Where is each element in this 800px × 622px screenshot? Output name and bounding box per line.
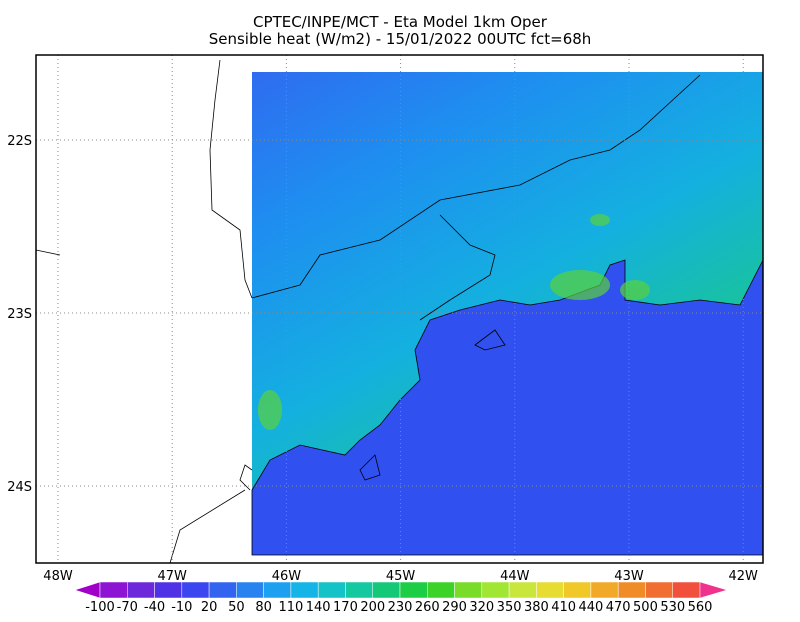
colorbar-box: [427, 581, 455, 599]
colorbar-box: [454, 581, 483, 599]
colorbar-label: 260: [415, 600, 440, 615]
colorbar-box: [208, 581, 237, 599]
colorbar-label: 560: [688, 600, 713, 615]
colorbar: -100 -70 -40 -10 20 50 80 110 140 170 200 230 260 290…: [74, 581, 728, 615]
ocean: [251, 259, 764, 556]
colorbar-label: 500: [633, 600, 658, 615]
map-frame: [35, 54, 764, 564]
lat-label: 23S: [7, 307, 32, 322]
colorbar-label: -100: [85, 600, 115, 615]
colorbar-box: [372, 581, 401, 599]
colorbar-label: 290: [442, 600, 467, 615]
colorbar-label: 380: [524, 600, 549, 615]
colorbar-arrow: [699, 581, 728, 599]
lon-label: 44W: [500, 569, 530, 584]
lat-label: 22S: [7, 134, 32, 149]
colorbar-box: [563, 581, 592, 599]
colorbar-label: -10: [171, 600, 192, 615]
colorbar-box: [317, 581, 346, 599]
title: CPTEC/INPE/MCT - Eta Model 1km Oper: [253, 13, 548, 31]
subtitle: Sensible heat (W/m2) - 15/01/2022 00UTC …: [209, 30, 592, 48]
lon-label: 48W: [43, 569, 73, 584]
colorbar-label: -70: [117, 600, 138, 615]
colorbar-label: 230: [388, 600, 413, 615]
colorbar-box: [181, 581, 210, 599]
colorbar-label: 140: [306, 600, 331, 615]
colorbar-box: [481, 581, 510, 599]
colorbar-box: [645, 581, 673, 599]
colorbar-label: 20: [201, 600, 218, 615]
graticule: [36, 55, 763, 563]
colorbar-label: 470: [606, 600, 631, 615]
colorbar-label: 170: [333, 600, 358, 615]
colorbar-box: [236, 581, 264, 599]
colorbar-label: 320: [469, 600, 494, 615]
lon-label: 42W: [728, 569, 758, 584]
lon-label: 43W: [614, 569, 644, 584]
colorbar-box: [263, 581, 292, 599]
colorbar-box: [345, 581, 373, 599]
colorbar-label: 110: [278, 600, 303, 615]
colorbar-box: [399, 581, 428, 599]
colorbar-box: [99, 581, 128, 599]
borders: [251, 74, 701, 481]
colorbar-arrow: [74, 581, 101, 599]
colorbar-label: 440: [578, 600, 603, 615]
coast-west: [35, 59, 253, 564]
colorbar-box: [617, 581, 646, 599]
colorbar-label: 350: [497, 600, 522, 615]
colorbar-label: 410: [551, 600, 576, 615]
colorbar-box: [508, 581, 537, 599]
lon-label: 46W: [272, 569, 302, 584]
colorbar-label: 530: [660, 600, 685, 615]
lon-label: 45W: [386, 569, 416, 584]
colorbar-label: 80: [255, 600, 272, 615]
colorbar-box: [127, 581, 155, 599]
lat-label: 24S: [7, 480, 32, 495]
colorbar-label: 50: [228, 600, 245, 615]
colorbar-label: -40: [144, 600, 165, 615]
colorbar-box: [590, 581, 619, 599]
colorbar-box: [672, 581, 701, 599]
colorbar-label: 200: [360, 600, 385, 615]
colorbar-box: [536, 581, 564, 599]
warm-patches: [258, 214, 650, 430]
colorbar-box: [290, 581, 319, 599]
colorbar-box: [154, 581, 183, 599]
lon-label: 47W: [157, 569, 187, 584]
